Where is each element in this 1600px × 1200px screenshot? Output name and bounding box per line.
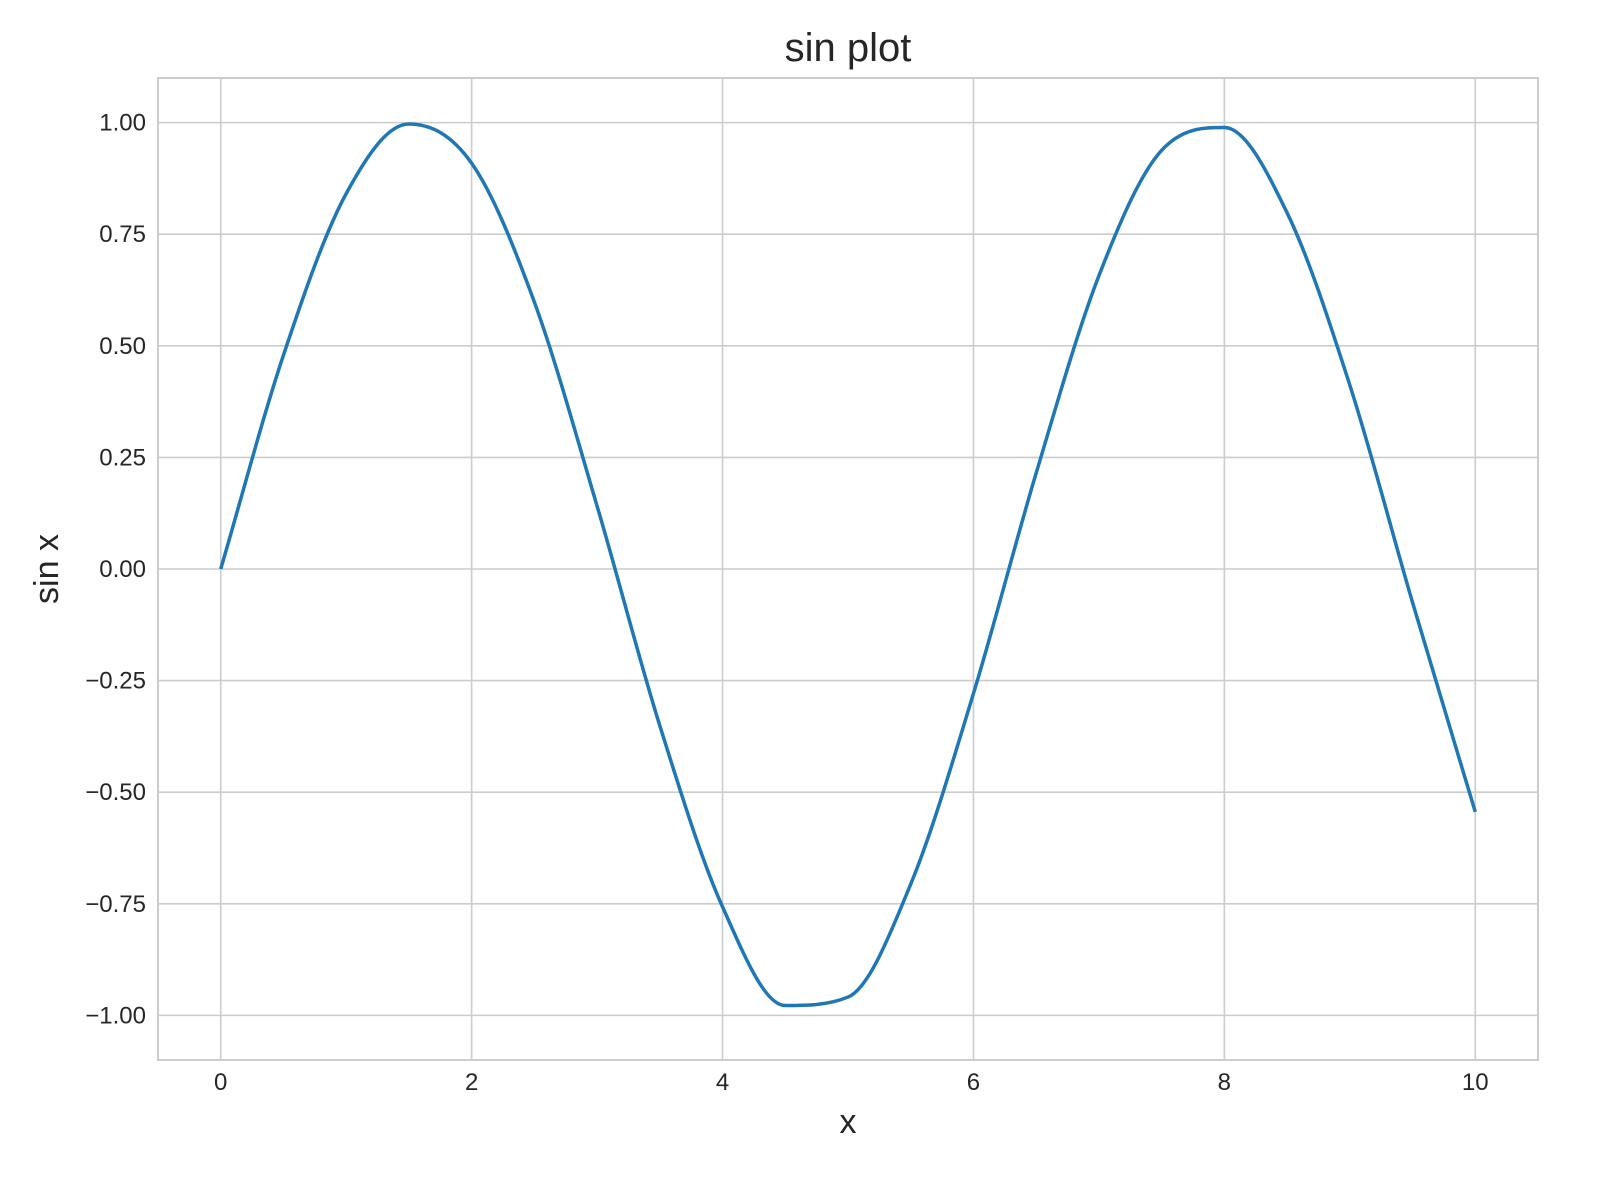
y-tick-label: −0.25 — [85, 668, 146, 695]
y-tick-label: 0.75 — [99, 221, 146, 248]
x-tick-label: 6 — [967, 1069, 980, 1096]
y-tick-label: 0.50 — [99, 333, 146, 360]
y-tick-labels: 1.00 0.75 0.50 0.25 0.00 −0.25 −0.50 −0.75 −1.00 — [85, 110, 146, 1030]
x-tick-label: 2 — [465, 1069, 478, 1096]
x-tick-labels: 0 2 4 6 8 10 — [214, 1069, 1489, 1096]
y-tick-label: −1.00 — [85, 1002, 146, 1029]
series-line — [219, 122, 1477, 1008]
series-layer — [219, 122, 1477, 1008]
grid-layer — [158, 78, 1538, 1060]
x-tick-label: 8 — [1218, 1069, 1231, 1096]
chart-title: sin plot — [785, 26, 912, 70]
x-tick-label: 4 — [716, 1069, 729, 1096]
y-tick-label: −0.75 — [85, 891, 146, 918]
y-tick-label: 1.00 — [99, 110, 146, 137]
x-tick-label: 0 — [214, 1069, 227, 1096]
x-tick-label: 10 — [1462, 1069, 1489, 1096]
x-axis-label: x — [840, 1103, 857, 1141]
y-tick-label: 0.25 — [99, 444, 146, 471]
y-tick-label: 0.00 — [99, 556, 146, 583]
y-axis-label: sin x — [28, 534, 66, 604]
plot-frame — [157, 77, 1539, 1061]
y-tick-label: −0.50 — [85, 779, 146, 806]
